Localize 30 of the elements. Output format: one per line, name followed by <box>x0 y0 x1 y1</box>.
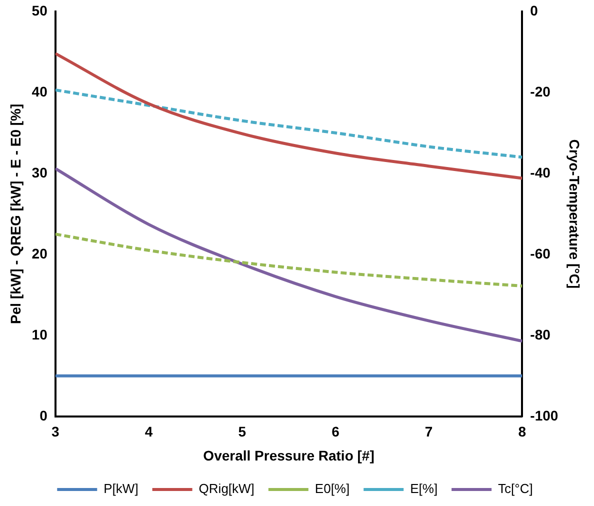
y2-tick-label: -100 <box>530 407 558 424</box>
x-axis-title: Overall Pressure Ratio [#] <box>203 447 374 464</box>
x-tick-label: 7 <box>424 424 433 440</box>
line-series <box>55 167 522 343</box>
x-tick-label: 6 <box>332 424 340 440</box>
y2-tick-label: -40 <box>530 164 551 180</box>
y-tick-label: 10 <box>32 326 48 342</box>
legend-label: E[%] <box>410 481 438 496</box>
y-tick-label: 30 <box>32 164 48 180</box>
y2-tick-label: -80 <box>530 326 551 342</box>
y-tick-label: 50 <box>32 2 48 18</box>
legend-label: P[kW] <box>104 481 138 496</box>
y-tick-label: 0 <box>40 407 48 424</box>
y2-axis-title: Cryo-Temperature [°C] <box>566 139 583 289</box>
legend-label: Tc[°C] <box>498 481 533 496</box>
y2-tick-label: -60 <box>530 245 551 262</box>
x-tick-label: 8 <box>518 424 526 440</box>
line-series <box>55 232 522 288</box>
x-tick-label: 4 <box>144 424 153 440</box>
y-axis-title: Pel [kW] - QREG [kW] - E - E0 [%] <box>7 104 24 324</box>
x-tick-label: 5 <box>238 424 246 440</box>
y2-tick-label: 0 <box>530 2 538 18</box>
line-series <box>55 88 522 159</box>
y-tick-label: 20 <box>32 245 48 262</box>
legend-label: QRig[kW] <box>198 481 254 496</box>
legend-label: E0[%] <box>314 481 350 496</box>
x-tick-label: 3 <box>51 424 60 440</box>
y2-tick-label: -20 <box>530 83 551 100</box>
line-series <box>55 52 522 180</box>
y-tick-label: 40 <box>32 83 48 100</box>
